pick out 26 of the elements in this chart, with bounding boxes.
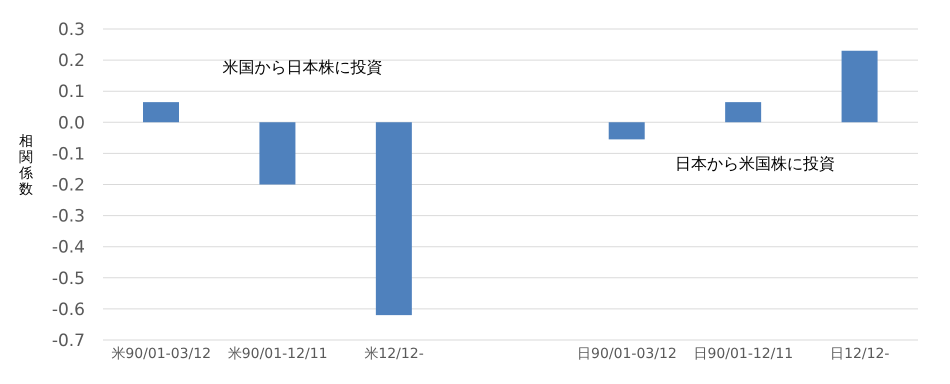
y-tick-label: 0.1: [58, 82, 85, 102]
x-tick-label: 日12/12-: [830, 346, 890, 362]
y-tick-label: -0.5: [52, 268, 85, 289]
y-axis-title: 相関係数: [18, 133, 33, 198]
annotation: 日本から米国株に投資: [675, 154, 835, 173]
x-tick-label: 米90/01-03/12: [111, 346, 212, 362]
y-tick-label: -0.6: [52, 300, 85, 320]
bar: [143, 102, 179, 122]
bar: [376, 122, 412, 316]
y-tick-label: -0.7: [52, 331, 85, 352]
y-tick-label: -0.1: [52, 144, 85, 164]
bar: [608, 122, 645, 140]
y-tick-label: -0.2: [52, 176, 85, 196]
x-tick-label: 日90/01-12/11: [693, 346, 794, 362]
bar: [259, 122, 296, 184]
y-tick-label: -0.4: [52, 238, 85, 258]
y-tick-label: 0.2: [58, 51, 85, 72]
annotation: 米国から日本株に投資: [222, 58, 383, 77]
y-tick-label: 0.3: [58, 20, 85, 40]
y-tick-label: 0.0: [58, 113, 85, 134]
x-tick-label: 日90/01-03/12: [577, 346, 677, 362]
bar: [725, 102, 762, 122]
y-tick-label: -0.3: [52, 206, 85, 227]
x-tick-label: 米12/12-: [364, 346, 424, 362]
x-tick-label: 米90/01-12/11: [228, 346, 328, 362]
bar: [842, 50, 878, 122]
